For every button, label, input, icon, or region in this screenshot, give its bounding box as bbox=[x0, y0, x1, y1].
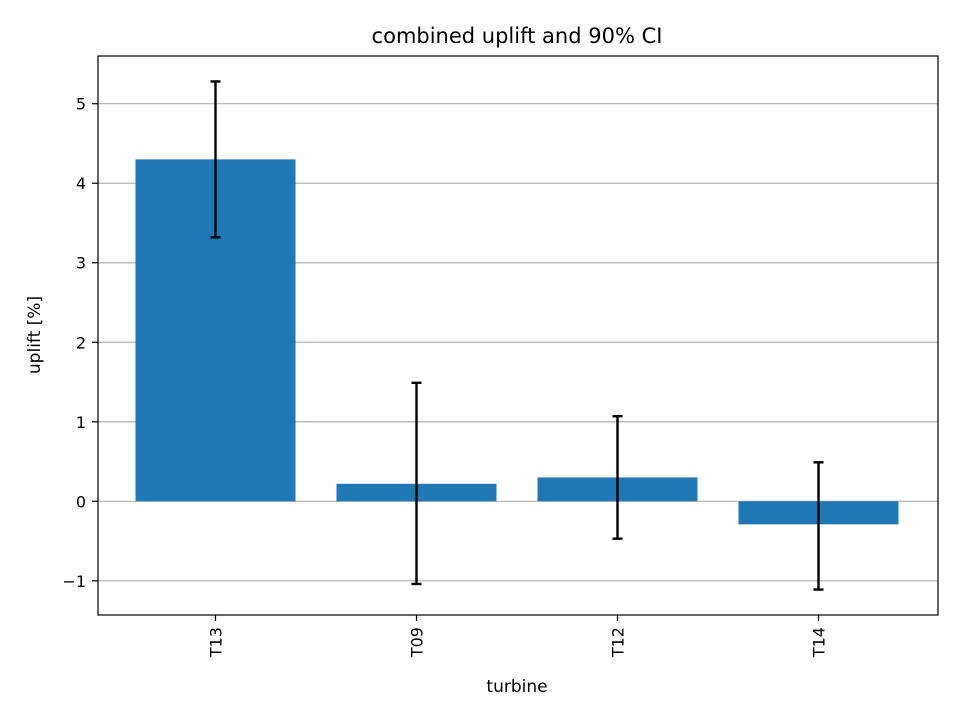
y-axis-label: uplift [%] bbox=[25, 296, 45, 374]
x-tick-label-t12: T12 bbox=[609, 627, 628, 658]
y-tick-label: 3 bbox=[76, 254, 86, 273]
y-tick-label: 2 bbox=[76, 333, 86, 352]
chart-title: combined uplift and 90% CI bbox=[372, 24, 663, 48]
x-axis-ticks: T13 T09 T12 T14 bbox=[207, 615, 829, 658]
y-tick-label: 4 bbox=[76, 174, 86, 193]
y-tick-label: −1 bbox=[62, 572, 86, 591]
y-tick-label: 0 bbox=[76, 492, 86, 511]
x-tick-label-t13: T13 bbox=[207, 627, 226, 658]
y-axis-ticks: −1 0 1 2 3 4 5 bbox=[62, 95, 98, 591]
x-axis-label: turbine bbox=[486, 677, 547, 697]
x-tick-label-t09: T09 bbox=[408, 627, 427, 658]
y-tick-label: 1 bbox=[76, 413, 86, 432]
error-bars bbox=[210, 80, 824, 591]
plot-frame bbox=[97, 55, 939, 616]
x-tick-label-t14: T14 bbox=[810, 627, 829, 658]
y-tick-label: 5 bbox=[76, 95, 86, 114]
